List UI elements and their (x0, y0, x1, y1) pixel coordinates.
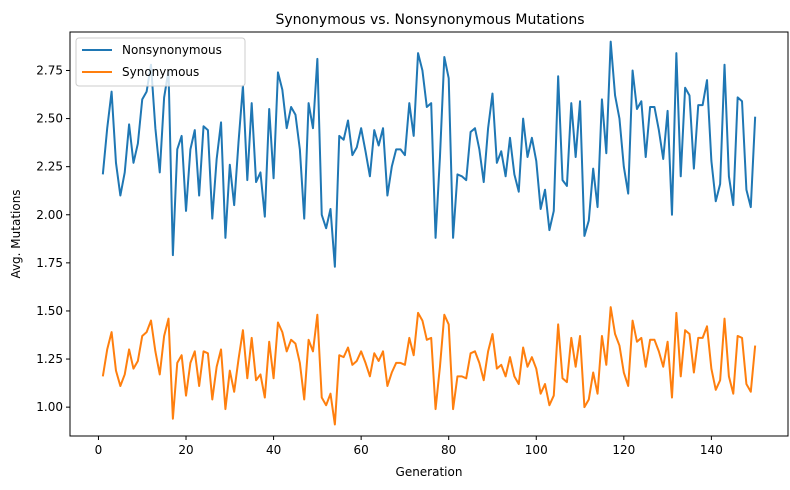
x-tick-label: 20 (178, 443, 193, 457)
x-tick-label: 60 (353, 443, 368, 457)
y-tick-label: 1.75 (36, 256, 63, 270)
series-line-synonymous (101, 306, 757, 426)
legend-box (75, 37, 246, 87)
series-layer (101, 40, 757, 426)
x-axis-label: Generation (396, 465, 463, 479)
y-tick-label: 2.00 (36, 208, 63, 222)
y-tick-label: 2.50 (36, 112, 63, 126)
y-tick-label: 1.25 (36, 352, 63, 366)
x-tick-label: 80 (441, 443, 456, 457)
legend-label-nonsynonymous: Nonsynonymous (122, 43, 222, 57)
y-tick-label: 2.75 (36, 63, 63, 77)
y-axis-label: Avg. Mutations (9, 189, 23, 278)
x-tick-label: 100 (525, 443, 548, 457)
legend-label-synonymous: Synonymous (122, 65, 199, 79)
y-tick-label: 2.25 (36, 160, 63, 174)
series-line-nonsynonymous (101, 40, 757, 268)
x-tick-label: 0 (95, 443, 103, 457)
legend: Nonsynonymous Synonymous (75, 37, 246, 87)
x-tick-label: 140 (700, 443, 723, 457)
x-axis: 0 20 40 60 80 100 120 140 (95, 436, 723, 457)
axes-frame (69, 31, 789, 437)
chart-title: Synonymous vs. Nonsynonymous Mutations (275, 12, 584, 28)
y-tick-label: 1.50 (36, 304, 63, 318)
x-tick-label: 120 (612, 443, 635, 457)
x-tick-label: 40 (266, 443, 281, 457)
plot-area (69, 31, 789, 437)
y-tick-label: 1.00 (36, 400, 63, 414)
y-axis: 1.00 1.25 1.50 1.75 2.00 2.25 2.50 2.75 (36, 63, 70, 414)
